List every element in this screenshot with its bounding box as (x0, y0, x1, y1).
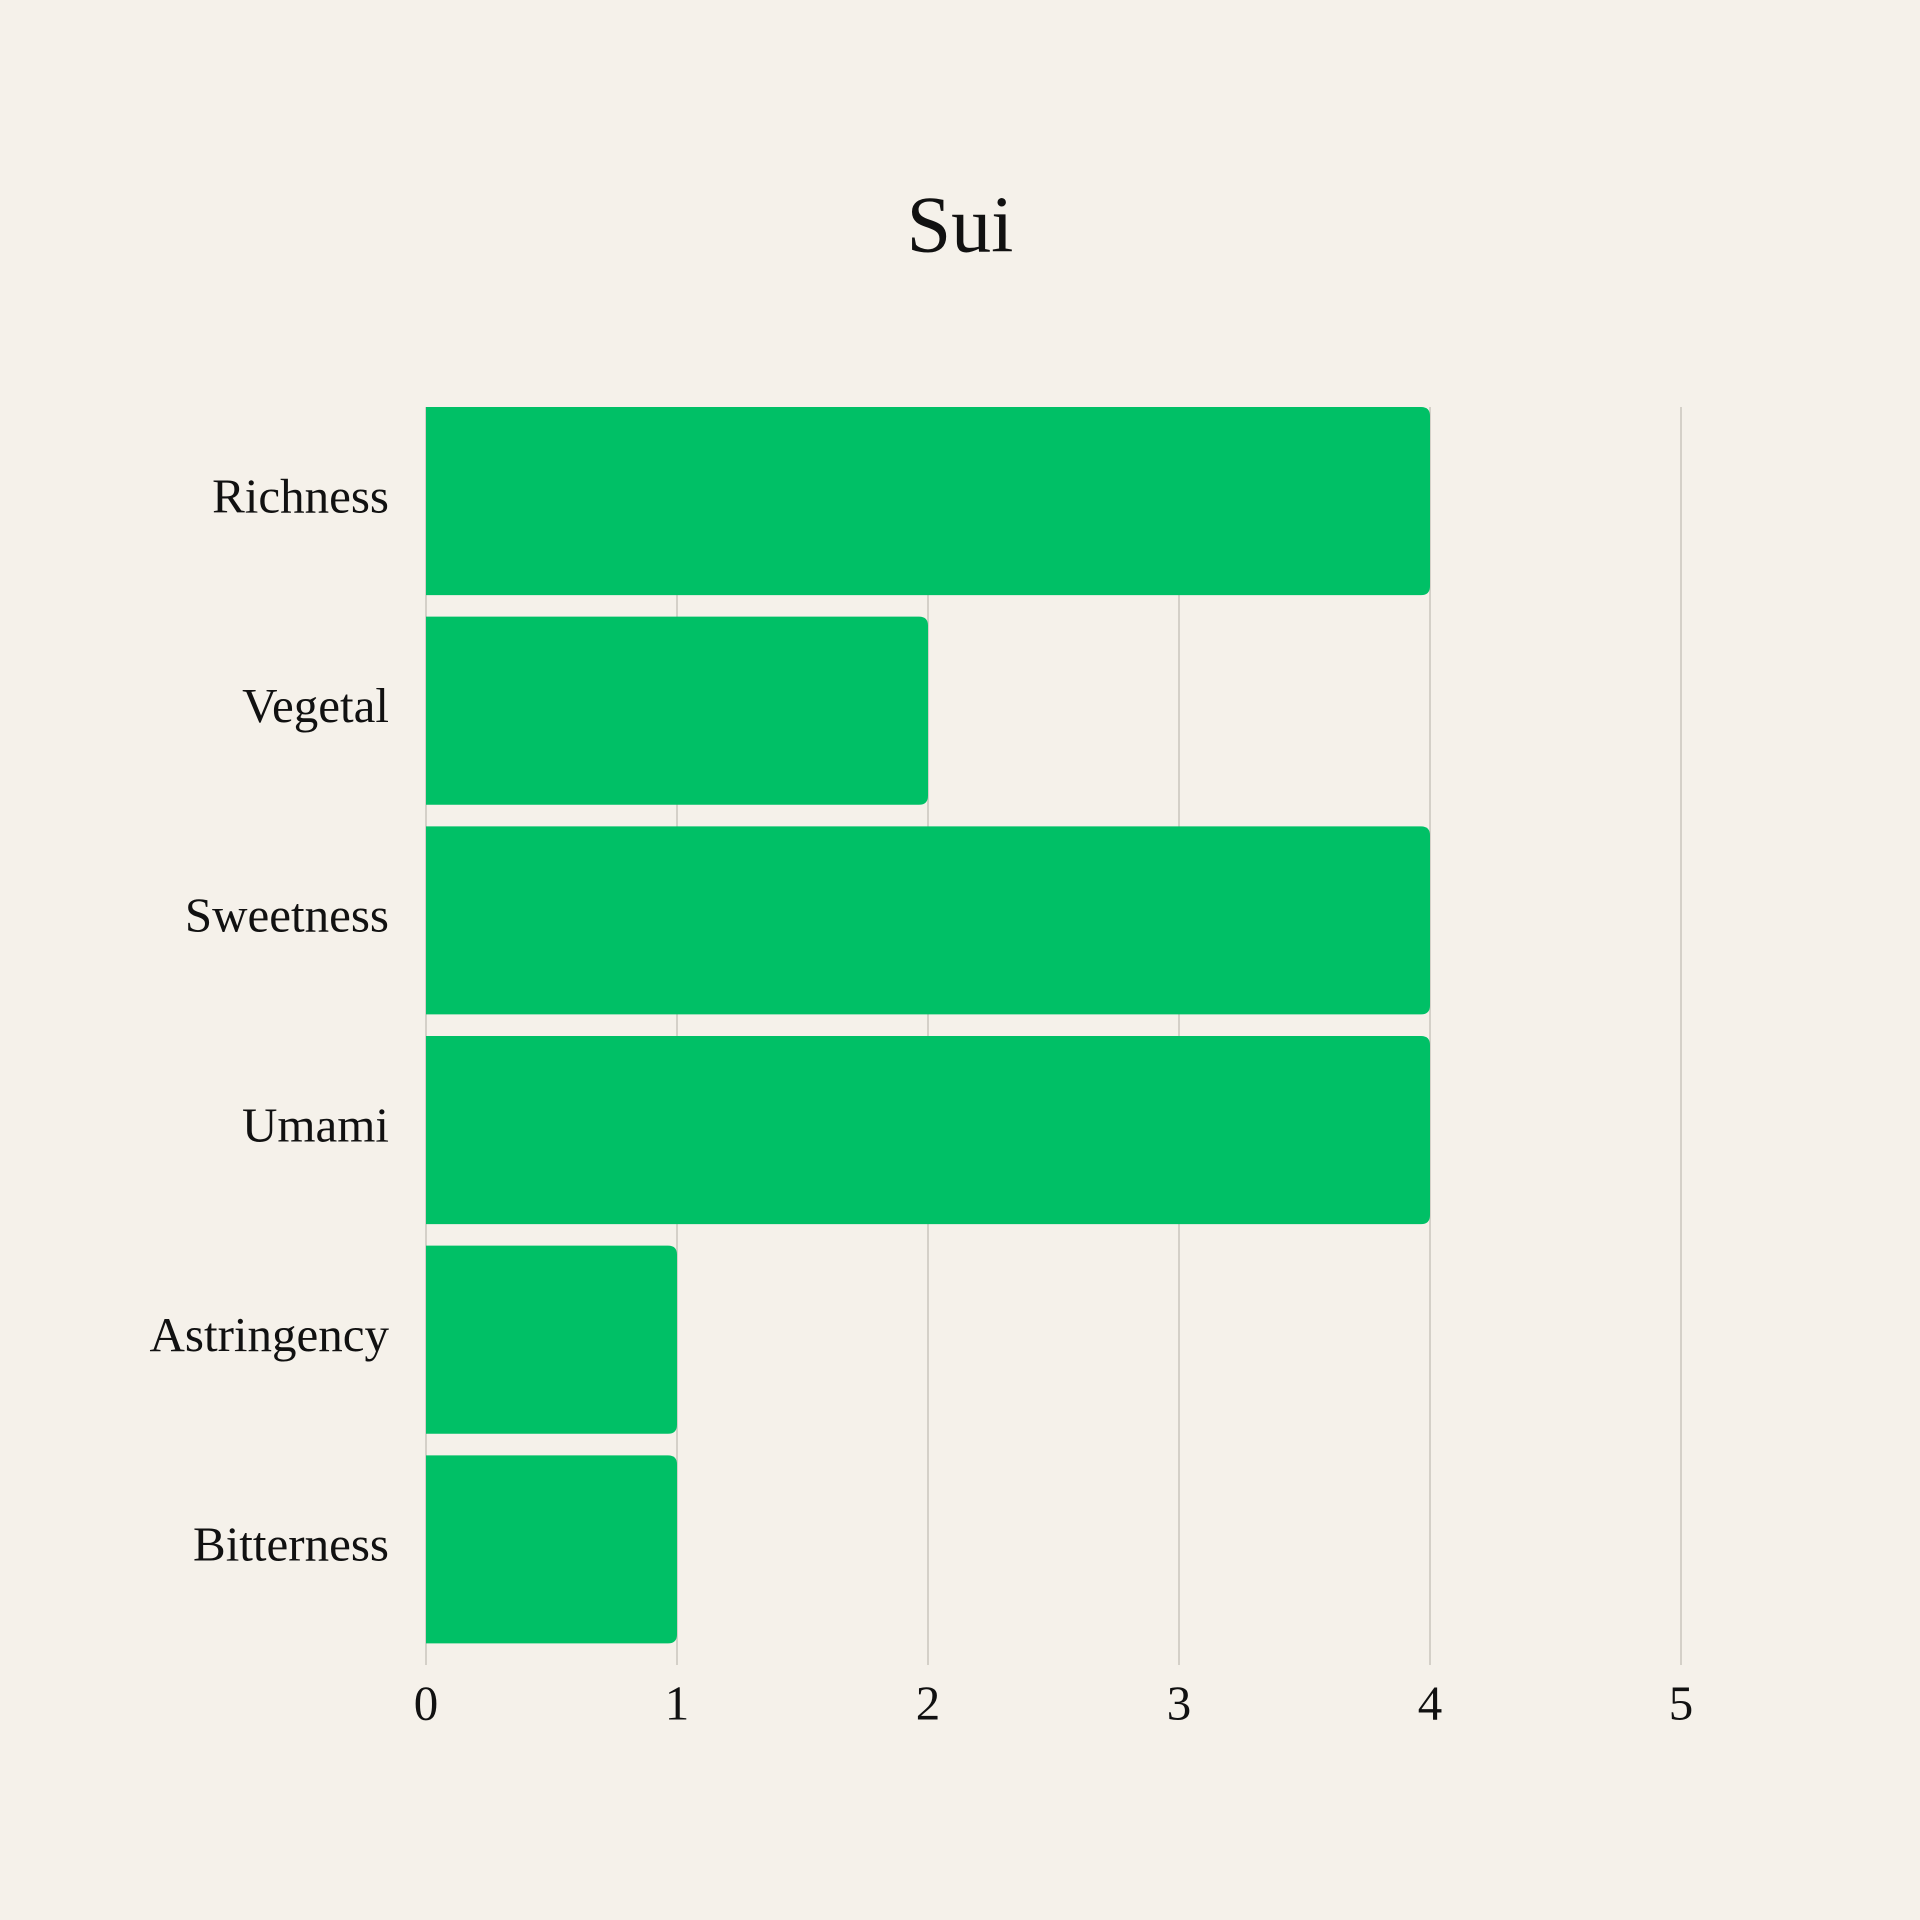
x-tick-label: 5 (1669, 1675, 1694, 1730)
y-tick-label: Astringency (150, 1307, 390, 1362)
x-tick-label: 1 (665, 1675, 690, 1730)
bar (426, 1245, 677, 1434)
y-tick-label: Bitterness (193, 1517, 389, 1572)
x-tick-label: 4 (1418, 1675, 1443, 1730)
bar (426, 616, 928, 805)
bar (426, 1036, 1430, 1225)
bar (426, 407, 1430, 596)
chart-title: Sui (907, 181, 1014, 269)
y-tick-label: Sweetness (185, 888, 389, 943)
x-tick-label: 0 (414, 1675, 439, 1730)
x-tick-label: 2 (916, 1675, 941, 1730)
bar (426, 1455, 677, 1644)
y-tick-label: Umami (242, 1097, 389, 1152)
y-tick-label: Vegetal (242, 678, 389, 733)
x-tick-label: 3 (1167, 1675, 1192, 1730)
y-tick-label: Richness (212, 468, 389, 523)
bar (426, 826, 1430, 1015)
